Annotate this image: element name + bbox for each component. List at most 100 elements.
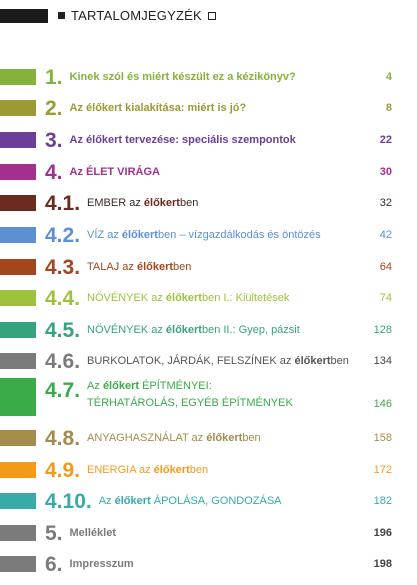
title-part: NÖVÉNYEK az	[87, 323, 166, 336]
color-bar	[0, 69, 36, 85]
entry-number: 6.	[45, 552, 63, 576]
color-bar	[0, 353, 36, 369]
toc-entry: 4.3. TALAJ az élőkertben 64	[0, 255, 417, 279]
page-number: 128	[373, 324, 392, 336]
title-part: ben – vízgazdálkodás és öntözés	[157, 228, 321, 241]
entry-title: Az élőkert ÉPÍTMÉNYEI: TÉRHATÁROLÁS, EGY…	[87, 378, 302, 412]
entry-title: EMBER az élőkertben	[87, 194, 198, 213]
toc-entry: 3. Az élőkert tervezése: speciális szempo…	[0, 128, 417, 152]
toc-entry: 5. Melléklet 196	[0, 521, 417, 545]
page-number: 22	[379, 134, 392, 146]
header-title: TARTALOMJEGYZÉK	[71, 8, 202, 23]
title-part: ben	[330, 354, 349, 367]
entry-title: NÖVÉNYEK az élőkertben I.: Kiültetések	[87, 289, 289, 308]
title-part: élőkert	[165, 291, 202, 304]
header-bar	[0, 9, 48, 23]
color-bar	[0, 430, 36, 446]
page-number: 4	[385, 71, 392, 83]
entry-number: 4.10.	[45, 489, 92, 513]
toc-entry: 4.6. BURKOLATOK, JÁRDÁK, FELSZÍNEK az élő…	[0, 349, 417, 373]
toc-entry: 4.10. Az élőkert ÁPOLÁSA, GONDOZÁSA 182	[0, 489, 417, 513]
title-part: Az	[69, 101, 87, 114]
entry-title: ENERGIA az élőkertben	[87, 461, 208, 480]
color-bar	[0, 556, 36, 572]
title-part: élőkert	[165, 323, 202, 336]
page-number: 182	[373, 495, 392, 507]
entry-number: 4.5.	[45, 318, 81, 342]
entry-title: Kinek szól és miért készült ez a kézikön…	[70, 68, 296, 87]
color-bar	[0, 164, 36, 180]
page-number: 64	[379, 261, 392, 273]
color-bar	[0, 525, 36, 541]
title-part: ÁPOLÁSA, GONDOZÁSA	[150, 494, 282, 507]
title-part: élőkert	[143, 196, 180, 209]
title-part: ben	[179, 196, 199, 209]
title-part: tervezése: speciális szempontok	[122, 133, 296, 146]
title-part: VÍZ az	[87, 228, 122, 241]
toc-entry: 4. Az ÉLET VIRÁGA 30	[0, 160, 417, 184]
entry-number: 4.3.	[45, 255, 81, 279]
title-part: NÖVÉNYEK az	[87, 291, 166, 304]
entry-number: 4.8.	[45, 426, 81, 450]
title-part: ENERGIA az	[87, 463, 154, 476]
entry-number: 3.	[45, 128, 63, 152]
title-part: EMBER az	[87, 196, 144, 209]
page-number: 158	[373, 432, 392, 444]
toc-entry: 1. Kinek szól és miért készült ez a kézik…	[0, 67, 417, 88]
entry-title: Az élőkert ÁPOLÁSA, GONDOZÁSA	[99, 492, 282, 511]
entry-title: Az ÉLET VIRÁGA	[70, 163, 160, 182]
entry-number: 4.4.	[45, 286, 81, 310]
title-part: ben I.: Kiültetések	[201, 291, 290, 304]
entry-number: 4.2.	[45, 223, 81, 247]
title-part: Az	[98, 494, 115, 507]
color-bar	[0, 378, 36, 416]
entry-title: ANYAGHASZNÁLAT az élőkertben	[87, 429, 261, 448]
title-part: élőkert	[86, 133, 123, 146]
page-number: 198	[373, 558, 392, 570]
entry-title: Az élőkert tervezése: speciális szempont…	[70, 131, 296, 150]
page-number: 42	[379, 229, 392, 241]
toc-entry: 4.4. NÖVÉNYEK az élőkertben I.: Kiültetés…	[0, 286, 417, 310]
entry-title: Impresszum	[70, 555, 134, 574]
entry-title: Melléklet	[70, 524, 116, 543]
page-number: 30	[379, 166, 392, 178]
page-number: 32	[379, 197, 392, 209]
toc-entry: 4.8. ANYAGHASZNÁLAT az élőkertben 158	[0, 426, 417, 450]
page-number: 172	[373, 464, 392, 476]
entry-title: NÖVÉNYEK az élőkertben II.: Gyep, pázsit	[87, 321, 300, 340]
title-part: ben	[173, 260, 192, 273]
title-part: élőkert	[153, 463, 190, 476]
color-bar	[0, 132, 36, 148]
color-bar	[0, 462, 36, 478]
title-part: TALAJ az	[87, 260, 137, 273]
title-part: ben II.: Gyep, pázsit	[201, 323, 300, 336]
title-part: Az ÉLET VIRÁGA	[69, 165, 160, 178]
title-part: Az	[69, 133, 87, 146]
title-part: ÉPÍTMÉNYEI: TÉRHATÁROLÁS, EGYÉB ÉPÍTMÉNY…	[87, 380, 293, 409]
entry-title: Az élőkert kialakítása: miért is jó?	[70, 99, 247, 118]
color-bar	[0, 259, 36, 275]
entry-number: 4.1.	[45, 191, 81, 215]
entry-number: 4.6.	[45, 349, 81, 373]
page-number: 8	[385, 102, 392, 114]
toc-entry: 2. Az élőkert kialakítása: miért is jó? 8	[0, 96, 417, 120]
title-part: élőkert	[121, 228, 158, 241]
entry-title: BURKOLATOK, JÁRDÁK, FELSZÍNEK az élőkert…	[87, 352, 349, 371]
page-number: 134	[373, 355, 392, 367]
entry-number: 4.	[45, 160, 63, 184]
page-number: 74	[379, 292, 392, 304]
toc-entry: 4.9. ENERGIA az élőkertben 172	[0, 460, 417, 481]
entry-number: 5.	[45, 521, 63, 545]
entry-title: VÍZ az élőkertben – vízgazdálkodás és ön…	[87, 226, 321, 245]
entry-number: 2.	[45, 96, 63, 120]
color-bar	[0, 195, 36, 211]
toc-entry: 4.1. EMBER az élőkertben 32	[0, 191, 417, 215]
page-number: 146	[373, 398, 392, 410]
toc-entry: 4.2. VÍZ az élőkertben – vízgazdálkodás é…	[0, 223, 417, 247]
title-part: ben	[242, 431, 261, 444]
title-part: kialakítása: miért is jó?	[122, 101, 247, 114]
title-part: élőkert	[102, 380, 140, 392]
color-bar	[0, 227, 36, 243]
color-bar	[0, 100, 36, 116]
